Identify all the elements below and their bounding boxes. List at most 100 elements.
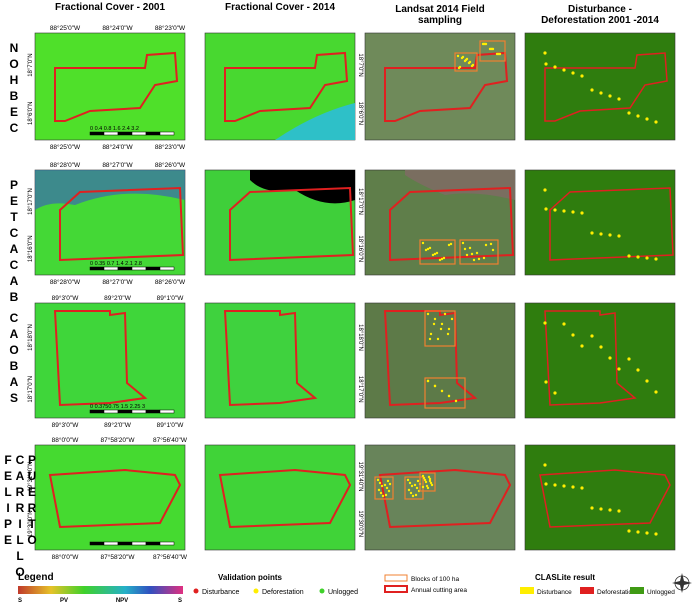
scale-bar	[89, 409, 105, 414]
cutting-area	[378, 468, 512, 529]
disturbance-patch	[543, 51, 547, 55]
scale-bar	[89, 266, 105, 271]
sample-point	[410, 484, 414, 488]
longitude-label: 88°24'0"W	[102, 143, 133, 151]
map-background	[204, 444, 356, 551]
map-panel	[364, 302, 516, 419]
disturbance-patch	[617, 367, 621, 371]
longitude-label: 88°0'0"W	[52, 436, 80, 444]
map-background	[524, 169, 676, 276]
disturbance-patch	[599, 232, 603, 236]
longitude-label: 88°23'0"W	[155, 143, 186, 151]
longitude-label: 88°28'0"W	[50, 161, 81, 169]
scale-bar	[145, 409, 161, 414]
map-background	[34, 32, 186, 141]
scale-label: 0 0.3750.75 1.5 2.25 3	[90, 404, 145, 410]
disturbance-patch	[571, 210, 575, 214]
cutting-area	[384, 51, 509, 122]
legend-block	[384, 574, 408, 582]
sample-point	[468, 60, 472, 64]
map-panel	[524, 169, 676, 276]
cutting-area	[224, 51, 349, 122]
sample-point	[470, 252, 474, 256]
map-panel	[34, 32, 186, 141]
sample-point	[433, 317, 437, 321]
cutting-area	[218, 468, 352, 529]
disturbance-patch	[599, 507, 603, 511]
sample-point	[429, 481, 433, 485]
legend-label: Annual cutting area	[411, 587, 467, 594]
sample-point	[491, 47, 495, 51]
latitude-label: 18°17'0"N	[357, 376, 363, 403]
latitude-label: 18°17'0"N	[28, 376, 34, 403]
cutting-area	[539, 469, 671, 528]
legend-label: Deforestation	[262, 589, 304, 596]
disturbance-patch	[654, 120, 658, 124]
column-header: Landsat 2014 Field sampling	[395, 4, 485, 26]
color-ramp	[18, 586, 183, 594]
disturbance-patch	[617, 234, 621, 238]
sample-point	[425, 484, 429, 488]
disturbance-patch	[645, 379, 649, 383]
sample-point	[440, 389, 444, 393]
disturbance-patch	[562, 68, 566, 72]
disturbance-patch	[580, 486, 584, 490]
disturbance-patch	[636, 255, 640, 259]
sample-point	[428, 246, 432, 250]
sample-point	[450, 317, 454, 321]
disturbance-patch	[544, 62, 548, 66]
longitude-label: 87°58'20"W	[101, 436, 136, 444]
scale-bar	[89, 541, 105, 546]
block-100ha	[454, 52, 478, 72]
scale-bar	[117, 409, 133, 414]
sample-point	[378, 481, 382, 485]
legend-swatch	[520, 587, 534, 594]
sample-point	[489, 242, 493, 246]
sample-point	[463, 247, 467, 251]
latitude-label: 18°7'0"N	[28, 53, 34, 76]
block-100ha	[424, 377, 466, 409]
disturbance-patch	[627, 529, 631, 533]
sample-point	[475, 251, 479, 255]
sample-point	[379, 491, 383, 495]
scale-bar	[159, 409, 175, 414]
map-background	[34, 444, 186, 551]
sample-point	[447, 394, 451, 398]
cutting-area	[383, 310, 478, 407]
disturbance-patch	[590, 231, 594, 235]
sample-point	[424, 248, 428, 252]
cloud	[250, 170, 355, 204]
latitude-label: 18°6'0"N	[28, 102, 34, 125]
latitude-label: 18°6'0"N	[357, 102, 363, 125]
sample-point	[426, 486, 430, 490]
scale-bar	[145, 541, 161, 546]
sample-point	[482, 256, 486, 260]
legend-label: Unlogged	[328, 589, 358, 596]
sample-point	[431, 253, 435, 257]
cutting-area	[59, 186, 185, 262]
sample-point	[423, 478, 427, 482]
scale-bar	[103, 131, 119, 136]
sample-point	[472, 258, 476, 262]
scale-bar	[131, 266, 147, 271]
longitude-label: 89°2'0"W	[104, 421, 132, 429]
latitude-label: 18°17'0"N	[357, 188, 363, 215]
disturbance-patch	[645, 256, 649, 260]
scale-bar	[131, 131, 147, 136]
ramp-label: NPV	[116, 598, 128, 604]
disturbance-patch	[553, 208, 557, 212]
disturbance-patch	[544, 380, 548, 384]
longitude-label: 88°27'0"W	[102, 161, 133, 169]
disturbance-patch	[580, 74, 584, 78]
column-header: Disturbance - Deforestation 2001 -2014	[541, 4, 659, 26]
sample-point	[381, 494, 385, 498]
disturbance-patch	[636, 530, 640, 534]
sample-point	[376, 478, 380, 482]
sample-point	[421, 485, 425, 489]
scale-bar	[131, 541, 147, 546]
sample-point	[429, 332, 433, 336]
sample-point	[416, 479, 420, 483]
scale-label: 0 0.35 0.7 1.4 2.1 2.8	[90, 261, 142, 267]
sample-point	[426, 312, 430, 316]
map-panel	[204, 169, 356, 276]
